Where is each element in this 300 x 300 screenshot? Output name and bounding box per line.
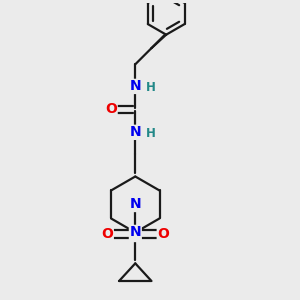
Text: S: S xyxy=(130,226,141,242)
Text: H: H xyxy=(146,81,155,94)
Text: N: N xyxy=(130,125,141,139)
Text: O: O xyxy=(101,227,113,241)
Text: H: H xyxy=(146,127,155,140)
Text: N: N xyxy=(130,197,141,212)
Text: N: N xyxy=(130,225,141,239)
Text: O: O xyxy=(157,227,169,241)
Text: O: O xyxy=(105,102,117,116)
Text: N: N xyxy=(130,80,141,93)
